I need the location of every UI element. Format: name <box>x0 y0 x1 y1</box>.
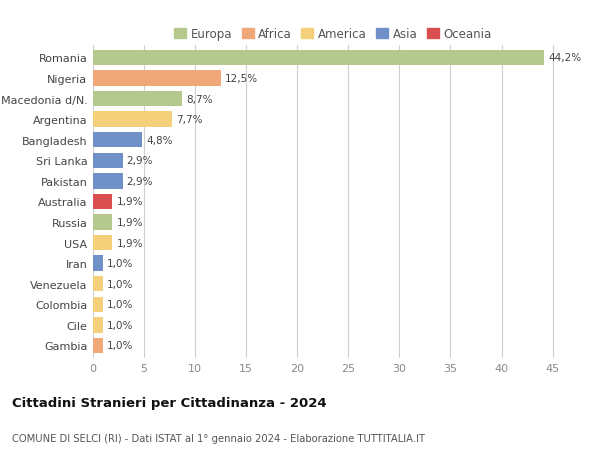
Bar <box>93 92 182 107</box>
Text: 12,5%: 12,5% <box>225 74 258 84</box>
Bar <box>93 338 103 353</box>
Bar <box>93 256 103 271</box>
Bar <box>93 318 103 333</box>
Bar <box>93 50 544 66</box>
Text: 1,9%: 1,9% <box>116 238 143 248</box>
Text: 2,9%: 2,9% <box>127 156 153 166</box>
Text: 1,0%: 1,0% <box>107 279 134 289</box>
Text: 8,7%: 8,7% <box>186 94 212 104</box>
Text: 1,0%: 1,0% <box>107 341 134 351</box>
Text: Cittadini Stranieri per Cittadinanza - 2024: Cittadini Stranieri per Cittadinanza - 2… <box>12 396 326 409</box>
Bar <box>93 133 142 148</box>
Text: COMUNE DI SELCI (RI) - Dati ISTAT al 1° gennaio 2024 - Elaborazione TUTTITALIA.I: COMUNE DI SELCI (RI) - Dati ISTAT al 1° … <box>12 433 425 442</box>
Legend: Europa, Africa, America, Asia, Oceania: Europa, Africa, America, Asia, Oceania <box>172 25 494 43</box>
Text: 44,2%: 44,2% <box>548 53 581 63</box>
Text: 1,0%: 1,0% <box>107 320 134 330</box>
Bar <box>93 235 112 251</box>
Bar <box>93 297 103 312</box>
Bar <box>93 112 172 128</box>
Text: 4,8%: 4,8% <box>146 135 173 146</box>
Bar <box>93 276 103 292</box>
Text: 1,0%: 1,0% <box>107 300 134 310</box>
Text: 1,9%: 1,9% <box>116 218 143 228</box>
Bar <box>93 194 112 210</box>
Bar <box>93 215 112 230</box>
Bar <box>93 71 221 86</box>
Text: 2,9%: 2,9% <box>127 176 153 186</box>
Text: 1,9%: 1,9% <box>116 197 143 207</box>
Text: 1,0%: 1,0% <box>107 258 134 269</box>
Text: 7,7%: 7,7% <box>176 115 202 125</box>
Bar <box>93 174 122 189</box>
Bar <box>93 153 122 168</box>
